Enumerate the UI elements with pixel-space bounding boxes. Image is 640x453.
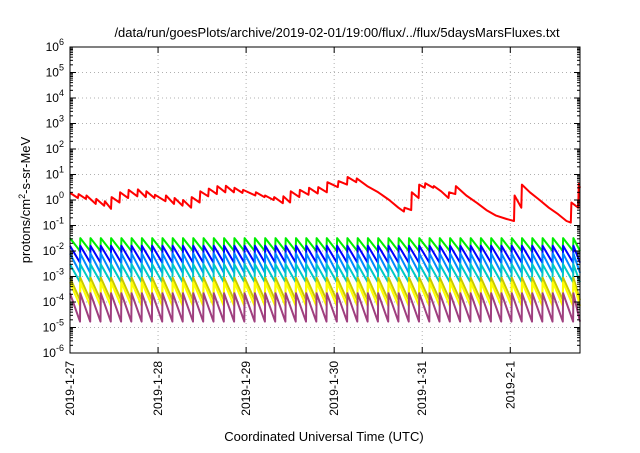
x-tick-label: 2019-1-28 <box>151 361 165 416</box>
x-tick-label: 2019-1-29 <box>239 361 253 416</box>
y-tick-exponent: 6 <box>59 37 64 47</box>
y-axis-title-sup: 2 <box>17 194 27 199</box>
y-tick-label: 104 <box>46 88 64 105</box>
y-tick-exponent: 5 <box>59 63 64 73</box>
y-axis-title-main: protons/cm <box>18 199 33 263</box>
x-tick-label: 2019-1-30 <box>327 361 341 416</box>
series-line <box>69 252 581 274</box>
y-tick-label: 101 <box>46 165 64 182</box>
y-tick-mantissa: 10 <box>43 321 57 335</box>
y-tick-label: 10-3 <box>43 267 64 284</box>
series-line <box>69 263 581 284</box>
y-tick-mantissa: 10 <box>46 168 60 182</box>
y-tick-exponent: 0 <box>59 190 64 200</box>
y-tick-mantissa: 10 <box>43 219 57 233</box>
y-tick-exponent: 3 <box>59 114 64 124</box>
x-tick-label: 2019-2-1 <box>503 361 517 409</box>
y-tick-exponent: -6 <box>56 343 64 353</box>
y-tick-exponent: -5 <box>56 318 64 328</box>
y-tick-mantissa: 10 <box>43 346 57 360</box>
y-tick-label: 10-1 <box>43 216 64 233</box>
y-tick-label: 10-6 <box>43 343 64 360</box>
chart-title: /data/run/goesPlots/archive/2019-02-01/1… <box>114 25 560 40</box>
y-tick-label: 105 <box>46 63 64 80</box>
y-tick-label: 103 <box>46 114 64 131</box>
y-tick-exponent: -2 <box>56 241 64 251</box>
y-axis-title: protons/cm2-s-sr-MeV <box>17 136 33 263</box>
y-tick-mantissa: 10 <box>43 244 57 258</box>
y-tick-mantissa: 10 <box>46 40 60 54</box>
y-tick-label: 106 <box>46 37 64 54</box>
y-tick-exponent: -4 <box>56 292 64 302</box>
y-tick-exponent: -3 <box>56 267 64 277</box>
y-tick-mantissa: 10 <box>46 91 60 105</box>
series-line <box>69 176 581 224</box>
y-tick-exponent: -1 <box>56 216 64 226</box>
y-tick-mantissa: 10 <box>43 295 57 309</box>
x-tick-label: 2019-1-31 <box>415 361 429 416</box>
y-tick-label: 10-5 <box>43 318 64 335</box>
ticks: 10-610-510-410-310-210-11001011021031041… <box>43 37 580 416</box>
y-axis-title-rest: -s-sr-MeV <box>18 136 33 193</box>
y-tick-mantissa: 10 <box>46 117 60 131</box>
y-tick-label: 10-2 <box>43 241 64 258</box>
x-axis-title: Coordinated Universal Time (UTC) <box>224 429 423 444</box>
x-tick-label: 2019-1-27 <box>63 361 77 416</box>
y-tick-label: 10-4 <box>43 292 64 309</box>
series-layer <box>69 176 581 323</box>
y-tick-label: 100 <box>46 190 64 207</box>
y-tick-exponent: 2 <box>59 139 64 149</box>
y-tick-mantissa: 10 <box>46 193 60 207</box>
y-tick-exponent: 4 <box>59 88 64 98</box>
series-line <box>69 237 581 252</box>
y-tick-mantissa: 10 <box>43 270 57 284</box>
series-line <box>69 292 581 323</box>
y-tick-mantissa: 10 <box>46 142 60 156</box>
y-tick-label: 102 <box>46 139 64 156</box>
y-tick-mantissa: 10 <box>46 66 60 80</box>
y-tick-exponent: 1 <box>59 165 64 175</box>
